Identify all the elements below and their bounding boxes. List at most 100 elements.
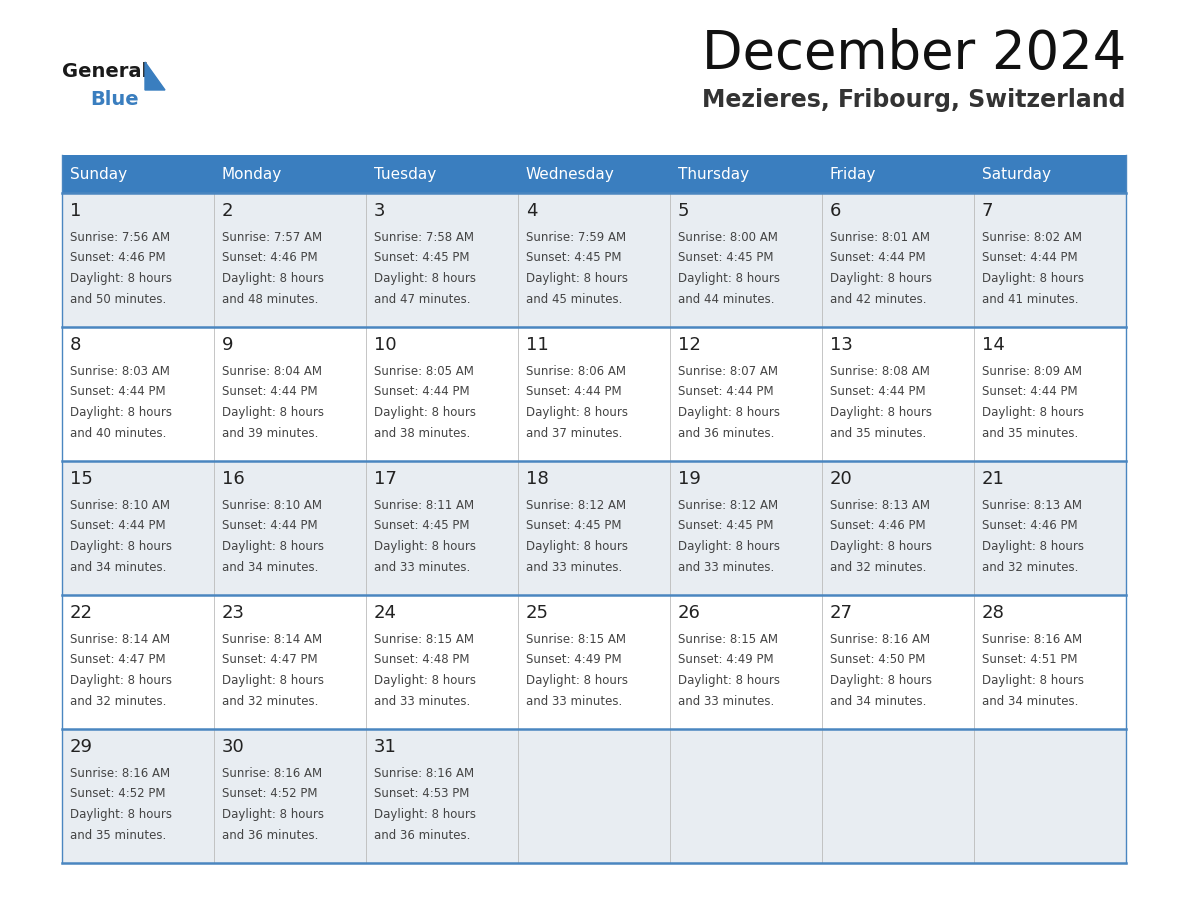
Bar (62, 595, 214, 729)
Text: 16: 16 (222, 470, 245, 488)
Text: Sunset: 4:44 PM: Sunset: 4:44 PM (981, 386, 1078, 398)
Text: Thursday: Thursday (677, 166, 748, 182)
Text: 31: 31 (373, 738, 397, 756)
Text: Mezieres, Fribourg, Switzerland: Mezieres, Fribourg, Switzerland (702, 88, 1126, 112)
Text: and 33 minutes.: and 33 minutes. (677, 695, 773, 708)
Bar (62, 327, 214, 461)
Bar (974, 595, 1126, 729)
Text: Sunset: 4:45 PM: Sunset: 4:45 PM (677, 252, 773, 264)
Bar (670, 193, 822, 327)
Bar (822, 193, 974, 327)
Text: 25: 25 (525, 604, 549, 622)
Text: Sunset: 4:45 PM: Sunset: 4:45 PM (677, 520, 773, 532)
Bar (214, 461, 366, 595)
Text: Sunrise: 7:57 AM: Sunrise: 7:57 AM (222, 230, 322, 243)
Text: Sunset: 4:44 PM: Sunset: 4:44 PM (70, 520, 165, 532)
Text: Sunrise: 8:14 AM: Sunrise: 8:14 AM (222, 633, 322, 645)
Text: and 32 minutes.: and 32 minutes. (981, 561, 1078, 574)
Bar (822, 595, 974, 729)
Text: Daylight: 8 hours: Daylight: 8 hours (525, 272, 627, 285)
Text: Sunset: 4:44 PM: Sunset: 4:44 PM (677, 386, 773, 398)
Text: Daylight: 8 hours: Daylight: 8 hours (70, 406, 171, 419)
Text: Daylight: 8 hours: Daylight: 8 hours (981, 272, 1083, 285)
Text: 22: 22 (70, 604, 93, 622)
Text: 20: 20 (829, 470, 852, 488)
Text: and 33 minutes.: and 33 minutes. (373, 695, 469, 708)
Text: Sunrise: 8:00 AM: Sunrise: 8:00 AM (677, 230, 777, 243)
Text: Sunset: 4:46 PM: Sunset: 4:46 PM (829, 520, 925, 532)
Bar (518, 595, 670, 729)
Text: 2: 2 (222, 202, 233, 220)
Text: 7: 7 (981, 202, 993, 220)
Text: 13: 13 (829, 336, 853, 354)
Text: and 34 minutes.: and 34 minutes. (981, 695, 1078, 708)
Text: Sunrise: 8:12 AM: Sunrise: 8:12 AM (677, 498, 778, 511)
Text: Sunrise: 8:09 AM: Sunrise: 8:09 AM (981, 364, 1081, 377)
Text: Sunset: 4:46 PM: Sunset: 4:46 PM (222, 252, 317, 264)
Text: Sunset: 4:49 PM: Sunset: 4:49 PM (525, 654, 621, 666)
Text: Sunset: 4:46 PM: Sunset: 4:46 PM (70, 252, 165, 264)
Text: Sunset: 4:45 PM: Sunset: 4:45 PM (373, 252, 469, 264)
Bar (62, 155, 214, 193)
Text: Sunset: 4:52 PM: Sunset: 4:52 PM (222, 788, 317, 800)
Text: Sunrise: 8:13 AM: Sunrise: 8:13 AM (829, 498, 929, 511)
Text: 19: 19 (677, 470, 701, 488)
Text: Sunrise: 8:11 AM: Sunrise: 8:11 AM (373, 498, 474, 511)
Text: Sunrise: 8:15 AM: Sunrise: 8:15 AM (677, 633, 778, 645)
Text: 29: 29 (70, 738, 93, 756)
Bar (822, 461, 974, 595)
Bar (670, 155, 822, 193)
Text: Sunset: 4:50 PM: Sunset: 4:50 PM (829, 654, 925, 666)
Bar (974, 327, 1126, 461)
Bar (974, 193, 1126, 327)
Text: Sunrise: 8:07 AM: Sunrise: 8:07 AM (677, 364, 778, 377)
Text: Monday: Monday (222, 166, 282, 182)
Text: Daylight: 8 hours: Daylight: 8 hours (70, 540, 171, 553)
Text: 18: 18 (525, 470, 549, 488)
Text: General: General (62, 62, 148, 81)
Text: 21: 21 (981, 470, 1005, 488)
Bar (214, 729, 366, 863)
Text: Sunrise: 8:05 AM: Sunrise: 8:05 AM (373, 364, 474, 377)
Text: Daylight: 8 hours: Daylight: 8 hours (373, 674, 475, 687)
Text: and 36 minutes.: and 36 minutes. (373, 829, 470, 842)
Bar (974, 461, 1126, 595)
Text: 9: 9 (222, 336, 233, 354)
Text: Daylight: 8 hours: Daylight: 8 hours (70, 808, 171, 821)
Text: Daylight: 8 hours: Daylight: 8 hours (373, 406, 475, 419)
Text: Sunset: 4:51 PM: Sunset: 4:51 PM (981, 654, 1078, 666)
Text: Daylight: 8 hours: Daylight: 8 hours (677, 674, 779, 687)
Bar (366, 461, 518, 595)
Text: Sunset: 4:44 PM: Sunset: 4:44 PM (222, 386, 317, 398)
Text: Friday: Friday (829, 166, 876, 182)
Text: and 33 minutes.: and 33 minutes. (373, 561, 469, 574)
Text: Sunset: 4:45 PM: Sunset: 4:45 PM (525, 520, 621, 532)
Text: 5: 5 (677, 202, 689, 220)
Text: Sunrise: 8:16 AM: Sunrise: 8:16 AM (981, 633, 1082, 645)
Text: Sunset: 4:47 PM: Sunset: 4:47 PM (70, 654, 165, 666)
Text: Sunday: Sunday (70, 166, 127, 182)
Text: Sunrise: 8:01 AM: Sunrise: 8:01 AM (829, 230, 929, 243)
Text: 12: 12 (677, 336, 701, 354)
Text: and 33 minutes.: and 33 minutes. (525, 695, 621, 708)
Bar (366, 729, 518, 863)
Text: Sunrise: 8:08 AM: Sunrise: 8:08 AM (829, 364, 929, 377)
Text: Daylight: 8 hours: Daylight: 8 hours (70, 272, 171, 285)
Bar (366, 595, 518, 729)
Text: Daylight: 8 hours: Daylight: 8 hours (829, 272, 931, 285)
Text: Sunrise: 8:16 AM: Sunrise: 8:16 AM (70, 767, 170, 779)
Text: Sunrise: 8:06 AM: Sunrise: 8:06 AM (525, 364, 626, 377)
Text: and 40 minutes.: and 40 minutes. (70, 427, 166, 440)
Text: Sunset: 4:44 PM: Sunset: 4:44 PM (222, 520, 317, 532)
Bar (974, 155, 1126, 193)
Text: Daylight: 8 hours: Daylight: 8 hours (222, 272, 323, 285)
Text: Sunset: 4:47 PM: Sunset: 4:47 PM (222, 654, 317, 666)
Text: Sunrise: 8:04 AM: Sunrise: 8:04 AM (222, 364, 322, 377)
Text: Wednesday: Wednesday (525, 166, 614, 182)
Text: Sunset: 4:44 PM: Sunset: 4:44 PM (373, 386, 469, 398)
Text: and 48 minutes.: and 48 minutes. (222, 293, 318, 306)
Text: and 36 minutes.: and 36 minutes. (222, 829, 318, 842)
Text: Sunset: 4:44 PM: Sunset: 4:44 PM (829, 252, 925, 264)
Text: Sunrise: 8:02 AM: Sunrise: 8:02 AM (981, 230, 1081, 243)
Bar (670, 729, 822, 863)
